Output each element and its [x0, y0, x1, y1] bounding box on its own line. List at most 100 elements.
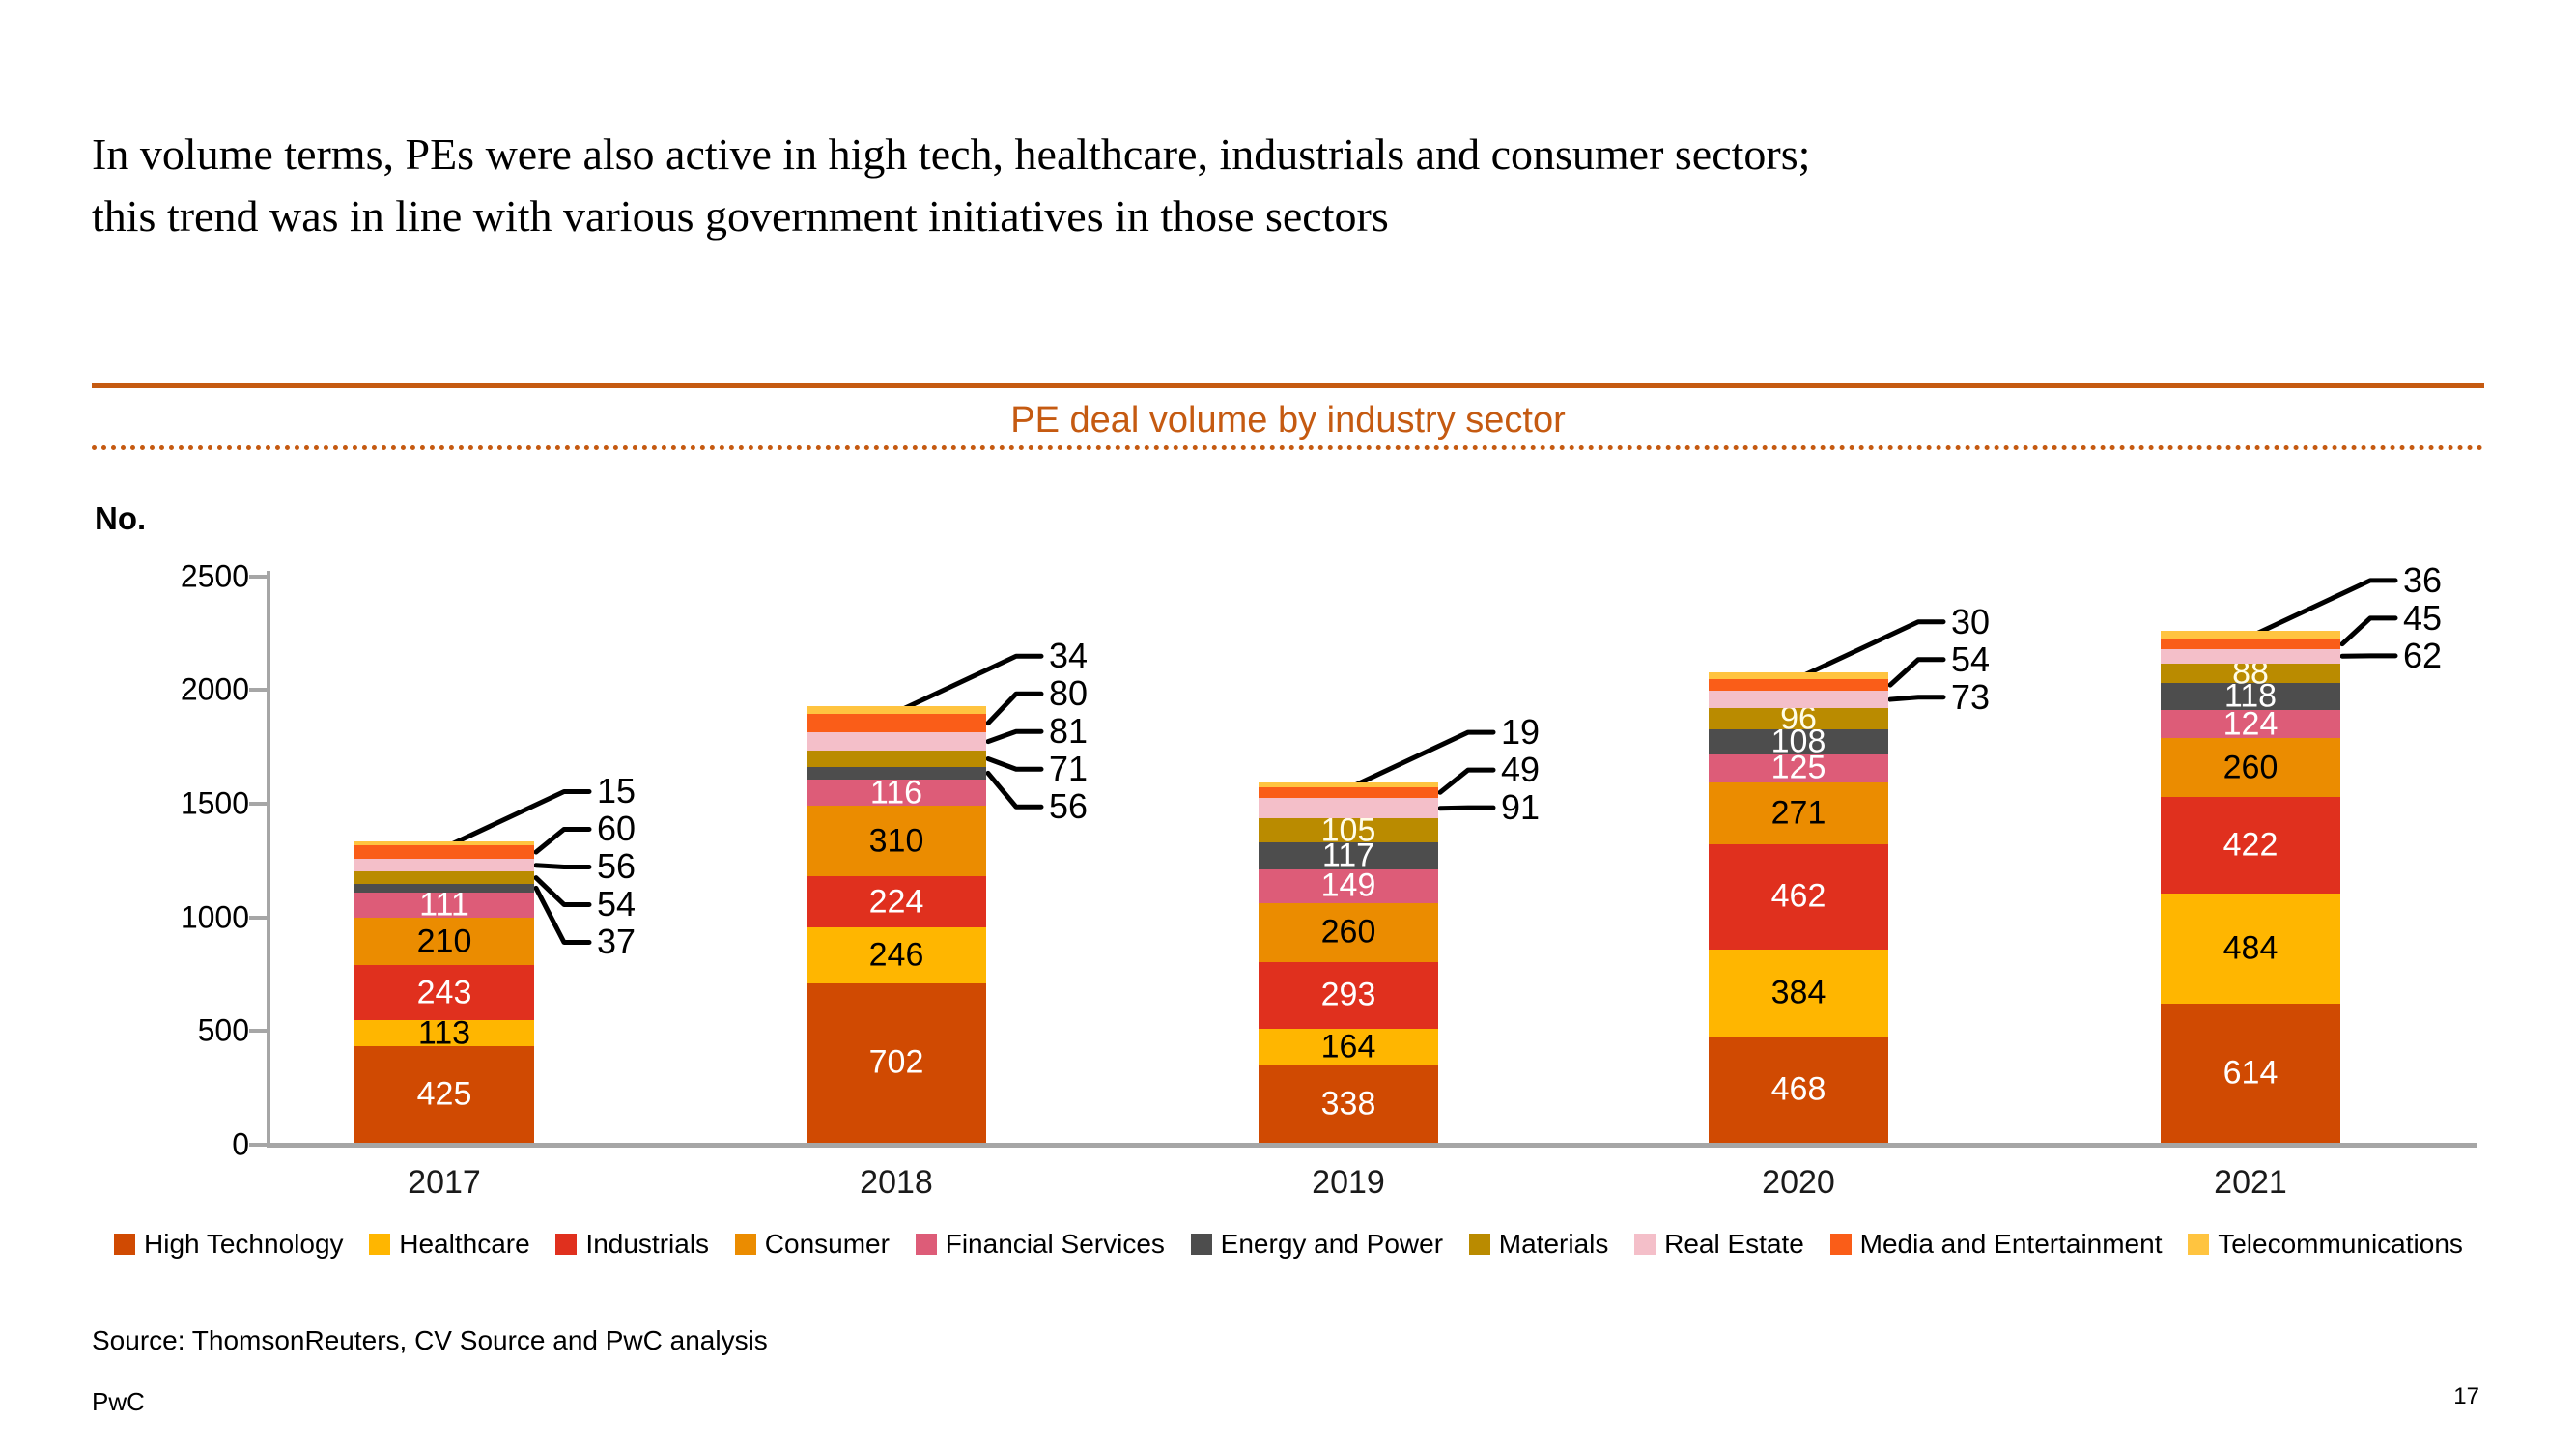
y-axis-tick-mark	[249, 574, 269, 579]
bar-segment-media-and-entertainment-2021	[2161, 639, 2340, 649]
callout-connector	[985, 755, 1044, 772]
callout-connector	[533, 863, 592, 869]
bar-segment-industrials-2019	[1259, 961, 1438, 1029]
bar-segment-real-estate-2019	[1259, 798, 1438, 819]
bar-segment-energy-and-power-2019	[1259, 842, 1438, 869]
legend-swatch-high-technology	[114, 1234, 135, 1255]
bar-segment-financial-services-2019	[1259, 868, 1438, 903]
legend-item-healthcare: Healthcare	[369, 1229, 530, 1260]
bar-value-high-technology-2017: 425	[416, 1075, 472, 1113]
bar-value-consumer-2021: 260	[2222, 749, 2279, 786]
bar-segment-materials-2019	[1259, 818, 1438, 843]
bar-segment-healthcare-2017	[354, 1020, 534, 1046]
callout-value-energy-and-power-2018: 56	[1049, 786, 1089, 827]
legend-label: Telecommunications	[2218, 1229, 2463, 1259]
bar-segment-consumer-2017	[354, 917, 534, 966]
bar-value-healthcare-2020: 384	[1770, 974, 1826, 1011]
callout-value-real-estate-2021: 62	[2403, 635, 2443, 675]
x-axis-label-2019: 2019	[1312, 1164, 1385, 1201]
y-axis-line	[267, 570, 270, 1147]
bar-segment-materials-2018	[807, 751, 986, 767]
y-axis-unit-label: No.	[95, 500, 147, 536]
bar-value-financial-services-2019: 149	[1320, 867, 1376, 904]
bar-segment-materials-2021	[2161, 663, 2340, 684]
bar-segment-high-technology-2021	[2161, 1003, 2340, 1143]
legend-item-high-technology: High Technology	[114, 1229, 344, 1260]
callout-connector	[1437, 805, 1496, 811]
bar-segment-media-and-entertainment-2017	[354, 845, 534, 860]
legend-swatch-financial-services	[915, 1234, 937, 1255]
callout-value-real-estate-2017: 56	[597, 846, 637, 887]
callout-value-real-estate-2019: 91	[1501, 787, 1541, 828]
y-axis-tick-label: 0	[232, 1126, 249, 1162]
callout-value-media-and-entertainment-2021: 45	[2403, 597, 2443, 638]
legend-swatch-industrials	[555, 1234, 578, 1255]
callout-connector	[985, 770, 1044, 810]
bar-value-industrials-2017: 243	[416, 974, 472, 1011]
bar-value-financial-services-2018: 116	[869, 774, 923, 811]
bar-value-financial-services-2021: 124	[2222, 705, 2279, 743]
slide-title: In volume terms, PEs were also active in…	[92, 124, 1810, 247]
bar-value-high-technology-2018: 702	[868, 1043, 924, 1081]
bar-value-industrials-2019: 293	[1320, 976, 1376, 1013]
legend-label: Financial Services	[945, 1229, 1165, 1259]
bar-value-industrials-2021: 422	[2222, 826, 2279, 864]
callout-connector	[985, 691, 1044, 726]
x-axis-label-2018: 2018	[860, 1164, 933, 1201]
legend-item-telecommunications: Telecommunications	[2188, 1229, 2463, 1260]
bar-segment-energy-and-power-2021	[2161, 683, 2340, 710]
bar-value-high-technology-2019: 338	[1320, 1085, 1376, 1122]
bar-value-industrials-2018: 224	[868, 883, 924, 921]
source-note: Source: ThomsonReuters, CV Source and Pw…	[92, 1325, 768, 1355]
legend-item-materials: Materials	[1468, 1229, 1608, 1260]
bar-segment-financial-services-2018	[807, 780, 986, 807]
bar-segment-industrials-2020	[1709, 843, 1888, 950]
bar-segment-healthcare-2019	[1259, 1028, 1438, 1066]
y-axis-tick-mark	[249, 802, 269, 807]
legend-label: High Technology	[144, 1229, 344, 1259]
bar-value-high-technology-2020: 468	[1770, 1070, 1826, 1108]
bar-value-industrials-2020: 462	[1770, 877, 1826, 915]
page-number: 17	[2453, 1383, 2479, 1409]
legend-swatch-consumer	[734, 1234, 756, 1255]
bar-segment-consumer-2018	[807, 806, 986, 877]
bar-segment-high-technology-2019	[1259, 1065, 1438, 1143]
bar-segment-telecommunications-2020	[1709, 671, 1888, 679]
callout-connector	[533, 875, 592, 907]
legend-label: Real Estate	[1664, 1229, 1804, 1259]
bar-segment-financial-services-2020	[1709, 753, 1888, 783]
bar-segment-high-technology-2020	[1709, 1036, 1888, 1143]
bar-segment-telecommunications-2018	[807, 706, 986, 715]
y-axis-tick-mark	[249, 1143, 269, 1147]
legend-label: Consumer	[764, 1229, 890, 1259]
bar-segment-media-and-entertainment-2019	[1259, 786, 1438, 799]
callout-connector	[1887, 695, 1946, 702]
callout-value-telecommunications-2021: 36	[2403, 559, 2443, 600]
bar-segment-energy-and-power-2017	[354, 884, 534, 893]
x-axis-label-2017: 2017	[408, 1164, 481, 1201]
legend-swatch-materials	[1468, 1234, 1490, 1255]
footer-brand: PwC	[92, 1387, 145, 1416]
y-axis-tick-label: 2500	[180, 558, 249, 594]
bar-segment-telecommunications-2019	[1259, 782, 1438, 787]
bar-value-consumer-2017: 210	[416, 923, 472, 960]
bar-value-healthcare-2021: 484	[2222, 929, 2279, 967]
y-axis-tick-label: 2000	[180, 671, 249, 707]
bar-segment-materials-2017	[354, 871, 534, 884]
bar-value-financial-services-2020: 125	[1770, 749, 1826, 786]
callout-connector	[441, 788, 592, 850]
y-axis-tick-label: 1000	[180, 899, 249, 935]
callout-connector	[533, 885, 592, 945]
bar-segment-industrials-2021	[2161, 797, 2340, 894]
legend-item-financial-services: Financial Services	[915, 1229, 1165, 1260]
callout-value-telecommunications-2018: 34	[1049, 636, 1089, 676]
bar-value-energy-and-power-2021: 118	[2223, 677, 2278, 715]
bar-value-energy-and-power-2019: 117	[1321, 837, 1375, 874]
divider-solid-line	[92, 383, 2484, 388]
callout-value-media-and-entertainment-2019: 49	[1501, 750, 1541, 790]
y-axis-tick-label: 500	[197, 1012, 249, 1048]
legend-swatch-real-estate	[1634, 1234, 1656, 1255]
callout-value-materials-2018: 71	[1049, 749, 1089, 789]
